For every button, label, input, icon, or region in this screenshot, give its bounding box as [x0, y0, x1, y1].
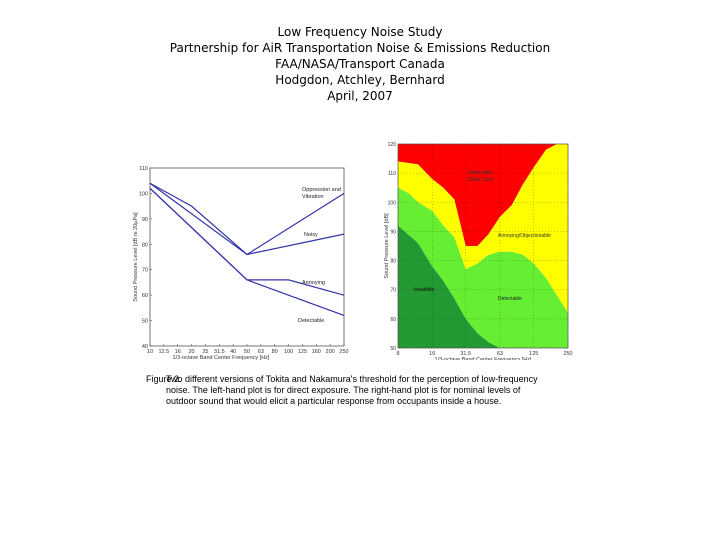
right-y-axis-title: Sound Pressure Level [dB]: [384, 213, 390, 279]
left-y-tick-label: 60: [142, 293, 148, 299]
left-y-tick-label: 70: [142, 268, 148, 274]
left-y-tick-label: 40: [142, 344, 148, 350]
left-x-axis-title: 1/3-octave Band Center Frequency [Hz]: [173, 355, 270, 360]
right-chart-grid: [397, 143, 569, 349]
left-x-tick-label: 12.5: [158, 349, 169, 355]
left-y-tick-label: 80: [142, 242, 148, 248]
region-detectable: [398, 187, 568, 348]
region-inaudible: [398, 225, 512, 348]
region-label-detectable: Detectable: [498, 296, 522, 302]
left-y-tick-label: 110: [139, 166, 148, 172]
right-y-tick-label: 100: [388, 200, 397, 206]
left-x-tick-label: 40: [230, 349, 236, 355]
left-y-tick-label: 100: [139, 191, 148, 197]
left-x-tick-label: 100: [284, 349, 293, 355]
right-y-tick-label: 50: [390, 346, 396, 352]
left-x-tick-label: 25: [202, 349, 208, 355]
right-x-tick-label: 63: [497, 351, 503, 357]
right-chart-labels: Intolerable/Rattle Zone Annoying/Objectio…: [384, 170, 551, 360]
slide-header: Low Frequency Noise Study Partnership fo…: [0, 24, 720, 104]
left-x-tick-label: 20: [189, 349, 195, 355]
left-x-tick-label: 160: [312, 349, 321, 355]
left-x-tick-label: 80: [272, 349, 278, 355]
left-series-label-detectable: Detectable: [298, 318, 324, 324]
right-chart-regions: [398, 144, 568, 348]
left-chart-lines: [149, 182, 345, 317]
right-y-tick-label: 80: [390, 259, 396, 265]
right-plot-frame: [397, 143, 569, 349]
left-series-line-oppression-and-vibration: [149, 182, 345, 256]
right-y-tick-label: 120: [388, 142, 397, 148]
left-series-label-oppression-and-vibration: Oppression and Vibration: [302, 187, 341, 200]
left-x-tick-label: 200: [326, 349, 335, 355]
left-threshold-chart: 10 12.5 16 20 25 31.5 40 50 63 80 100 125 160 200 250 4…: [133, 166, 349, 360]
header-agencies: FAA/NASA/Transport Canada: [275, 57, 445, 71]
region-label-inaudible: Inaudible: [414, 287, 435, 293]
right-threshold-chart: 8 16 31.5 63 125 250 50 60 70 80 90 100 110 120 Intol…: [384, 142, 573, 360]
left-y-axis-title: Sound Pressure Level [dB re 20µPa]: [133, 212, 139, 302]
right-x-axis-title: 1/3-octave Band Center Frequency [Hz]: [435, 357, 532, 360]
left-x-tick-label: 125: [298, 349, 307, 355]
left-series-line-detectable: [149, 187, 345, 317]
region-label-intolerable: Intolerable/Rattle Zone: [468, 170, 494, 183]
left-x-tick-label: 50: [244, 349, 250, 355]
right-x-tick-label: 125: [529, 351, 538, 357]
left-series-line-noisy: [149, 182, 345, 256]
header-authors: Hodgdon, Atchley, Bernhard: [275, 73, 445, 87]
right-y-tick-label: 110: [388, 171, 396, 177]
header-date: April, 2007: [327, 89, 393, 103]
left-x-tick-label: 31.5: [214, 349, 225, 355]
left-x-tick-label: 63: [258, 349, 264, 355]
left-series-label-noisy: Noisy: [304, 232, 318, 238]
header-title: Low Frequency Noise Study: [277, 25, 443, 39]
left-chart-ticks: 10 12.5 16 20 25 31.5 40 50 63 80 100 125 160 200 250 4…: [139, 166, 349, 355]
caption-label: Figure 2.: [146, 374, 182, 384]
caption-line-3: outdoor sound that would elicit a partic…: [166, 396, 502, 406]
region-label-annoying: Annoying/Objectionable: [498, 233, 551, 239]
right-y-tick-label: 70: [390, 288, 396, 294]
caption-line-2: noise. The left-hand plot is for direct …: [166, 385, 521, 395]
left-x-tick-label: 250: [339, 349, 348, 355]
left-series-label-annoying: Annoying: [302, 280, 325, 286]
region-intolerable: [398, 144, 568, 246]
right-chart-ticks: 8 16 31.5 63 125 250 50 60 70 80 90 100 110 120: [388, 142, 573, 357]
right-x-tick-label: 16: [429, 351, 435, 357]
header-partnership: Partnership for AiR Transportation Noise…: [169, 41, 551, 55]
right-x-tick-label: 31.5: [460, 351, 471, 357]
left-y-tick-label: 50: [142, 319, 148, 325]
region-annoying: [398, 144, 568, 313]
left-x-tick-label: 16: [175, 349, 181, 355]
left-y-tick-label: 90: [142, 217, 148, 223]
right-x-tick-label: 250: [563, 351, 572, 357]
right-y-tick-label: 90: [390, 229, 396, 235]
left-chart-labels: Oppression and Vibration Noisy Annoying Dete…: [133, 187, 341, 360]
left-x-tick-label: 10: [147, 349, 153, 355]
right-y-tick-label: 60: [390, 317, 396, 323]
caption-line-1: Two different versions of Tokita and Nak…: [166, 374, 538, 384]
right-x-tick-label: 8: [396, 351, 399, 357]
